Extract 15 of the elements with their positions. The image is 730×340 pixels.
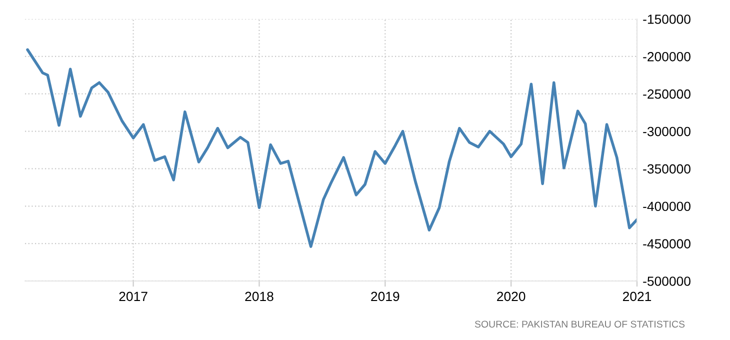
y-tick-label: -200000 [643, 52, 690, 62]
x-tick-label: 2017 [119, 292, 148, 302]
x-tick-label: 2020 [497, 292, 526, 302]
y-tick-label: -150000 [643, 14, 690, 24]
y-tick-label: -500000 [643, 276, 690, 286]
line-series [26, 48, 637, 248]
y-tick-label: -300000 [643, 126, 690, 136]
x-tick-label: 2018 [245, 292, 274, 302]
y-tick-label: -350000 [643, 164, 690, 174]
y-tick-label: -450000 [643, 239, 690, 248]
x-tick-label: 2021 [622, 292, 652, 302]
y-tick-label: -250000 [643, 89, 690, 99]
x-tick-label: 2019 [371, 292, 400, 302]
y-tick-label: -400000 [643, 202, 690, 212]
source-note: SOURCE: PAKISTAN BUREAU OF STATISTICS [474, 320, 685, 328]
